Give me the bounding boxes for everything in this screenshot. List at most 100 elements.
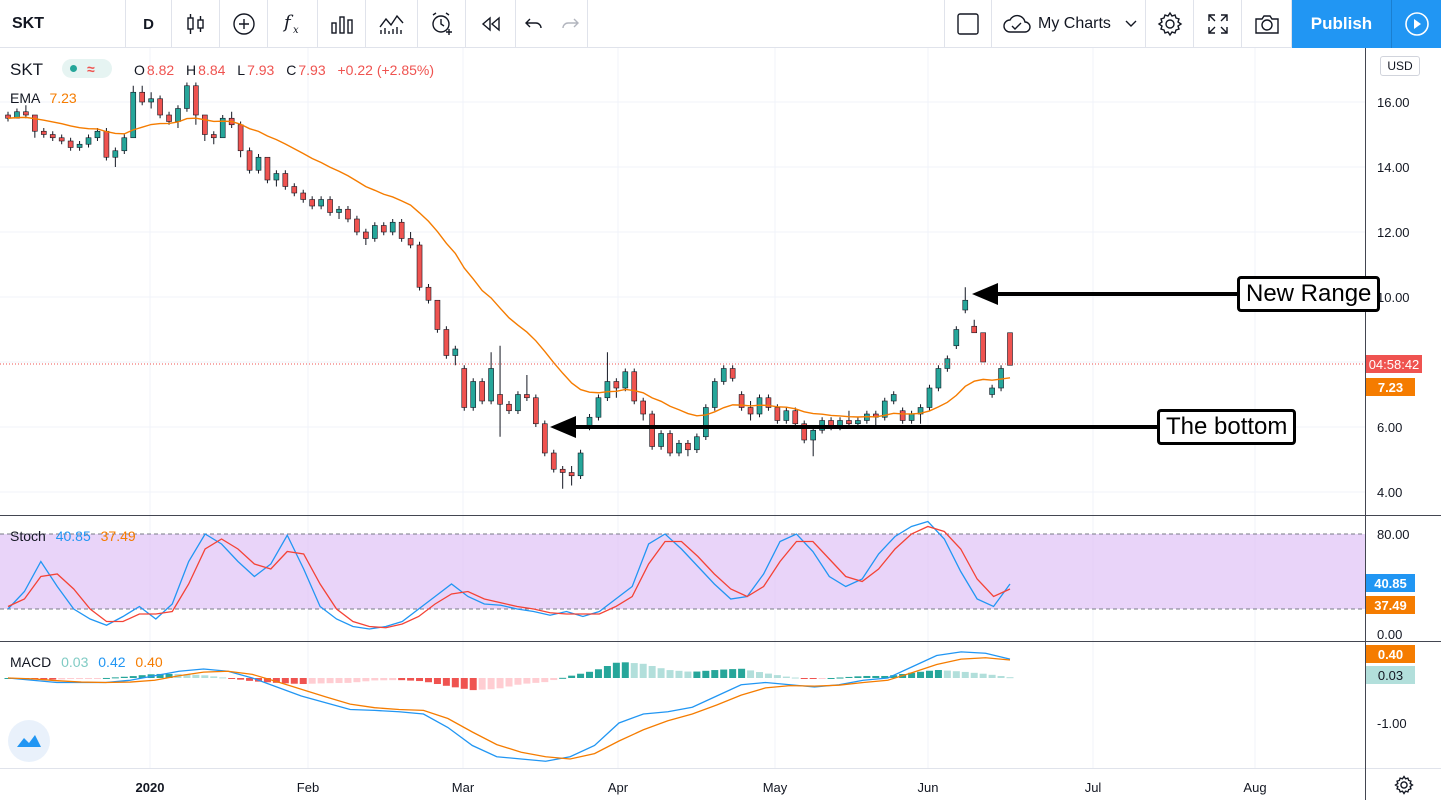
snapshot-button[interactable] bbox=[1242, 0, 1292, 48]
macd-hist-tag: 0.03 bbox=[1366, 666, 1415, 684]
candle-body bbox=[506, 403, 512, 412]
macd-histogram-bar bbox=[818, 678, 826, 679]
macd-histogram-bar bbox=[657, 668, 665, 678]
macd-histogram-bar bbox=[76, 678, 84, 679]
macd-histogram-bar bbox=[747, 670, 755, 678]
wave-icon: ≈ bbox=[87, 60, 95, 77]
candle-body bbox=[541, 423, 548, 454]
candle-body bbox=[49, 134, 56, 139]
macd-histogram-bar bbox=[344, 678, 352, 683]
interval-button[interactable]: D bbox=[126, 0, 172, 48]
macd-histogram-bar bbox=[165, 673, 173, 678]
candle-body bbox=[783, 410, 790, 421]
candle-body bbox=[595, 397, 602, 418]
candle-body bbox=[327, 199, 333, 213]
candle-body bbox=[515, 394, 521, 412]
macd-histogram-bar bbox=[630, 663, 638, 678]
chart-type-icon bbox=[330, 16, 353, 34]
macd-histogram-bar bbox=[129, 676, 137, 678]
settings-button[interactable] bbox=[1146, 0, 1194, 48]
macd-histogram-bar bbox=[424, 678, 432, 683]
macd-histogram-bar bbox=[988, 674, 996, 678]
candle-body bbox=[219, 117, 226, 139]
symbol-label: SKT bbox=[12, 15, 44, 32]
candle-body bbox=[479, 381, 485, 402]
macd-histogram-bar bbox=[621, 662, 629, 678]
stoch-d-tag: 37.49 bbox=[1366, 596, 1415, 614]
candle-body bbox=[246, 150, 253, 171]
legend-badge[interactable]: ≈ bbox=[62, 59, 112, 78]
open-label: O bbox=[134, 62, 145, 78]
bar-style-button[interactable] bbox=[172, 0, 220, 48]
alert-icon bbox=[431, 12, 452, 35]
candle-body bbox=[568, 472, 575, 477]
macd-histogram-bar bbox=[666, 670, 674, 678]
fullscreen-button[interactable] bbox=[1194, 0, 1242, 48]
candle-body bbox=[559, 468, 566, 473]
currency-badge[interactable]: USD bbox=[1380, 56, 1420, 76]
candle-body bbox=[148, 98, 154, 103]
svg-text:x: x bbox=[293, 25, 299, 36]
chart-canvas[interactable]: 16.00 14.00 12.00 10.00 6.00 4.00 80.00 0.00 -1.… bbox=[0, 48, 1441, 800]
annotation-new-range[interactable]: New Range bbox=[1237, 276, 1381, 312]
stoch-tick-label: 80.00 bbox=[1377, 527, 1410, 542]
publish-button[interactable]: Publish bbox=[1292, 0, 1392, 48]
annotation-bottom[interactable]: The bottom bbox=[1157, 409, 1297, 445]
compare-button[interactable] bbox=[220, 0, 268, 48]
macd-histogram-bar bbox=[514, 678, 522, 685]
macd-histogram-bar bbox=[40, 678, 48, 680]
candle-body bbox=[667, 433, 673, 454]
candle-body bbox=[649, 413, 655, 447]
macd-histogram-bar bbox=[138, 675, 146, 678]
candle-body bbox=[85, 137, 92, 145]
chart-type-button[interactable] bbox=[318, 0, 366, 48]
macd-histogram-bar bbox=[711, 670, 719, 678]
redo-button[interactable] bbox=[552, 0, 588, 48]
macd-histogram-bar bbox=[192, 674, 200, 678]
candle-body bbox=[300, 192, 307, 200]
macd-histogram-bar bbox=[559, 677, 567, 679]
macd-histogram-bar bbox=[496, 678, 504, 689]
replay-button[interactable] bbox=[466, 0, 516, 48]
candle-body bbox=[363, 231, 369, 239]
macd-histogram-bar bbox=[603, 666, 611, 678]
candle-body bbox=[121, 137, 128, 152]
templates-button[interactable] bbox=[366, 0, 418, 48]
templates-icon bbox=[378, 14, 404, 34]
stoch-d-line bbox=[7, 525, 1011, 629]
candle-body bbox=[372, 225, 378, 239]
bar-style-icon bbox=[186, 14, 204, 34]
axis-settings-icon[interactable] bbox=[1394, 775, 1414, 795]
macd-histogram-bar bbox=[917, 671, 925, 678]
my-charts-button[interactable]: My Charts bbox=[992, 0, 1146, 48]
candle-body bbox=[210, 134, 217, 139]
candle-body bbox=[658, 433, 664, 447]
candle-body bbox=[202, 114, 208, 135]
candle-body bbox=[729, 368, 736, 379]
candle-body bbox=[443, 329, 450, 356]
macd-histogram-bar bbox=[93, 678, 101, 679]
macd-histogram-bar bbox=[487, 678, 495, 690]
candle-body bbox=[488, 368, 494, 402]
candle-body bbox=[345, 208, 351, 220]
alert-button[interactable] bbox=[418, 0, 466, 48]
macd-histogram-bar bbox=[523, 678, 531, 684]
candle-body bbox=[407, 238, 414, 246]
macd-signal-value: 0.40 bbox=[135, 654, 163, 670]
symbol-search-button[interactable]: SKT bbox=[0, 0, 126, 48]
candle-body bbox=[58, 137, 65, 142]
macd-histogram-bar bbox=[120, 676, 128, 678]
layout-button[interactable] bbox=[944, 0, 992, 48]
candle-body bbox=[193, 85, 199, 116]
macd-histogram-bar bbox=[263, 678, 271, 683]
play-button[interactable] bbox=[1392, 0, 1441, 48]
tradingview-logo[interactable] bbox=[8, 720, 50, 762]
candle-body bbox=[139, 91, 145, 103]
macd-line-value: 0.42 bbox=[98, 654, 126, 670]
undo-button[interactable] bbox=[516, 0, 552, 48]
legend-ema: EMA 7.23 bbox=[10, 90, 77, 106]
macd-histogram-bar bbox=[442, 678, 450, 686]
add-compare-icon bbox=[232, 13, 255, 35]
new-range-arrow-head bbox=[972, 283, 998, 305]
